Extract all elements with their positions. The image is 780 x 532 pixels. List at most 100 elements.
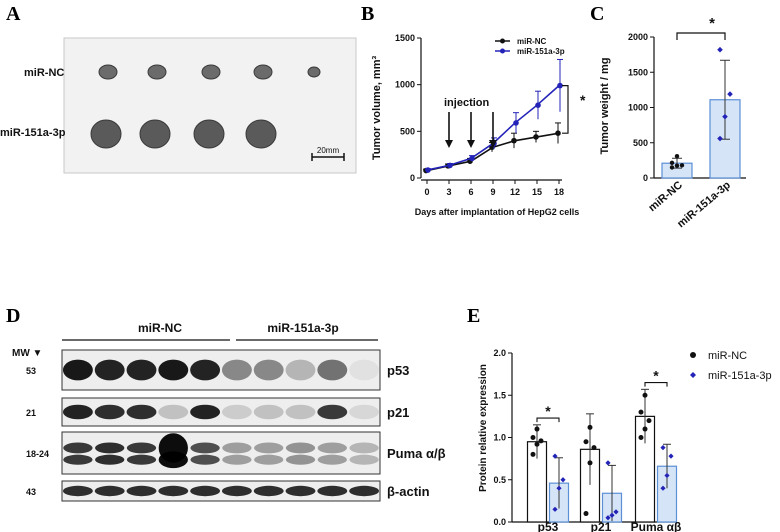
blot-band (285, 359, 316, 381)
b-x-tick-label: 18 (554, 187, 564, 197)
tumor-treat-3 (193, 119, 225, 149)
b-injection-arrow-head (489, 140, 497, 148)
blot-band (317, 404, 348, 420)
e-legend-marker-treat (690, 372, 696, 378)
blot-band-lower (126, 454, 157, 465)
b-y-tick-label: 1000 (395, 80, 415, 90)
blot-band-upper (222, 442, 252, 454)
e-data-point (638, 409, 644, 415)
b-x-tick-label: 15 (532, 187, 542, 197)
tumor-treat-2 (139, 119, 171, 149)
blot-band-upper (95, 442, 125, 454)
tumor-nc-1 (98, 64, 118, 80)
blot-row-3: 43 β-actin (26, 480, 430, 502)
blot-band (62, 404, 93, 420)
b-annotation-star: * (580, 92, 586, 108)
e-y-tick-label: 1.5 (493, 390, 506, 400)
b-point-0 (533, 134, 539, 140)
blot-mw-value: 18-24 (26, 449, 49, 459)
c-data-point (727, 91, 733, 97)
tumor-treat-4 (245, 119, 277, 149)
blot-band (253, 359, 284, 381)
blot-band (221, 404, 252, 420)
e-significance-bracket (644, 382, 668, 387)
tumor-photo: miR-NC miR-151a-3p 20mm (0, 37, 357, 174)
blot-band-upper (63, 442, 93, 454)
c-data-point (679, 163, 685, 168)
blot-band (349, 404, 380, 420)
b-point-1 (535, 102, 541, 108)
blot-band (94, 404, 125, 420)
e-data-point (642, 392, 648, 398)
protein-expression-chart: 0.0 0.5 1.0 1.5 2.0 p53 * p21 Puma αβ * Protein r… (478, 348, 772, 532)
e-data-point (646, 418, 652, 424)
c-data-point (722, 113, 728, 120)
blot-band-lower (222, 454, 252, 465)
b-significance-bracket (562, 85, 569, 134)
e-data-point (605, 460, 611, 466)
b-point-1 (425, 167, 431, 173)
blot-band-lower (63, 454, 93, 465)
e-data-point (642, 426, 648, 432)
c-significance-bracket (676, 32, 726, 40)
blot-band (158, 359, 189, 381)
e-legend-label-nc: miR-NC (708, 350, 747, 362)
e-y-tick-label: 2.0 (493, 348, 506, 358)
row-label-nc: miR-NC (24, 67, 64, 79)
b-point-1 (557, 82, 563, 89)
blot-band (126, 485, 157, 497)
e-data-point (530, 451, 536, 457)
blot-band (190, 359, 221, 381)
blot-band-lower (95, 454, 125, 465)
c-y-tick-label: 1500 (628, 67, 648, 77)
b-point-1 (447, 162, 453, 169)
blot-band-lower (285, 454, 316, 465)
e-legend-marker-nc (690, 352, 696, 358)
e-data-point (552, 506, 558, 512)
e-x-tick-label: p53 (538, 520, 559, 532)
panel-letter-e: E (467, 305, 480, 327)
b-x-tick-label: 3 (446, 187, 451, 197)
b-point-1 (513, 120, 519, 126)
b-injection-arrow-head (445, 140, 453, 148)
blot-mw-value: 53 (26, 366, 36, 376)
e-data-point (583, 511, 589, 517)
b-x-tick-label: 9 (490, 187, 495, 197)
e-data-point (660, 485, 666, 491)
c-data-point (669, 165, 675, 170)
e-data-point (587, 424, 593, 430)
e-data-point (587, 460, 593, 466)
c-y-tick-label: 2000 (628, 32, 648, 42)
blot-protein-label: p21 (387, 405, 409, 420)
blot-protein-label: Puma α/β (387, 446, 446, 461)
blot-band (253, 404, 284, 420)
scale-bar-label: 20mm (317, 146, 340, 155)
e-data-point (605, 515, 611, 521)
c-ylabel: Tumor weight / mg (599, 58, 611, 155)
blot-band (190, 404, 221, 420)
e-data-point (560, 477, 566, 483)
b-point-1 (469, 155, 475, 162)
blot-band-upper (349, 442, 379, 454)
e-data-point (591, 445, 597, 451)
b-y-tick-label: 500 (400, 126, 415, 136)
c-x-tick-label-0: miR-NC (646, 179, 685, 214)
blot-band (317, 359, 348, 381)
e-data-point (534, 426, 540, 432)
b-ylabel: Tumor volume, mm³ (371, 56, 383, 161)
blot-protein-label: p53 (387, 363, 409, 378)
e-data-point (556, 485, 562, 491)
b-x-tick-label: 6 (468, 187, 473, 197)
e-data-point (538, 438, 544, 444)
b-legend-marker-treat (500, 48, 505, 54)
c-data-point (717, 135, 723, 142)
blot-band (349, 485, 380, 497)
e-y-tick-label: 0.5 (493, 475, 506, 485)
c-y-tick-label: 0 (643, 173, 648, 183)
e-significance-star: * (545, 403, 551, 419)
b-legend-label-nc: miR-NC (517, 37, 547, 46)
tumor-nc-5 (307, 66, 321, 78)
blot-band-lower (158, 451, 188, 469)
e-data-point (530, 435, 536, 440)
